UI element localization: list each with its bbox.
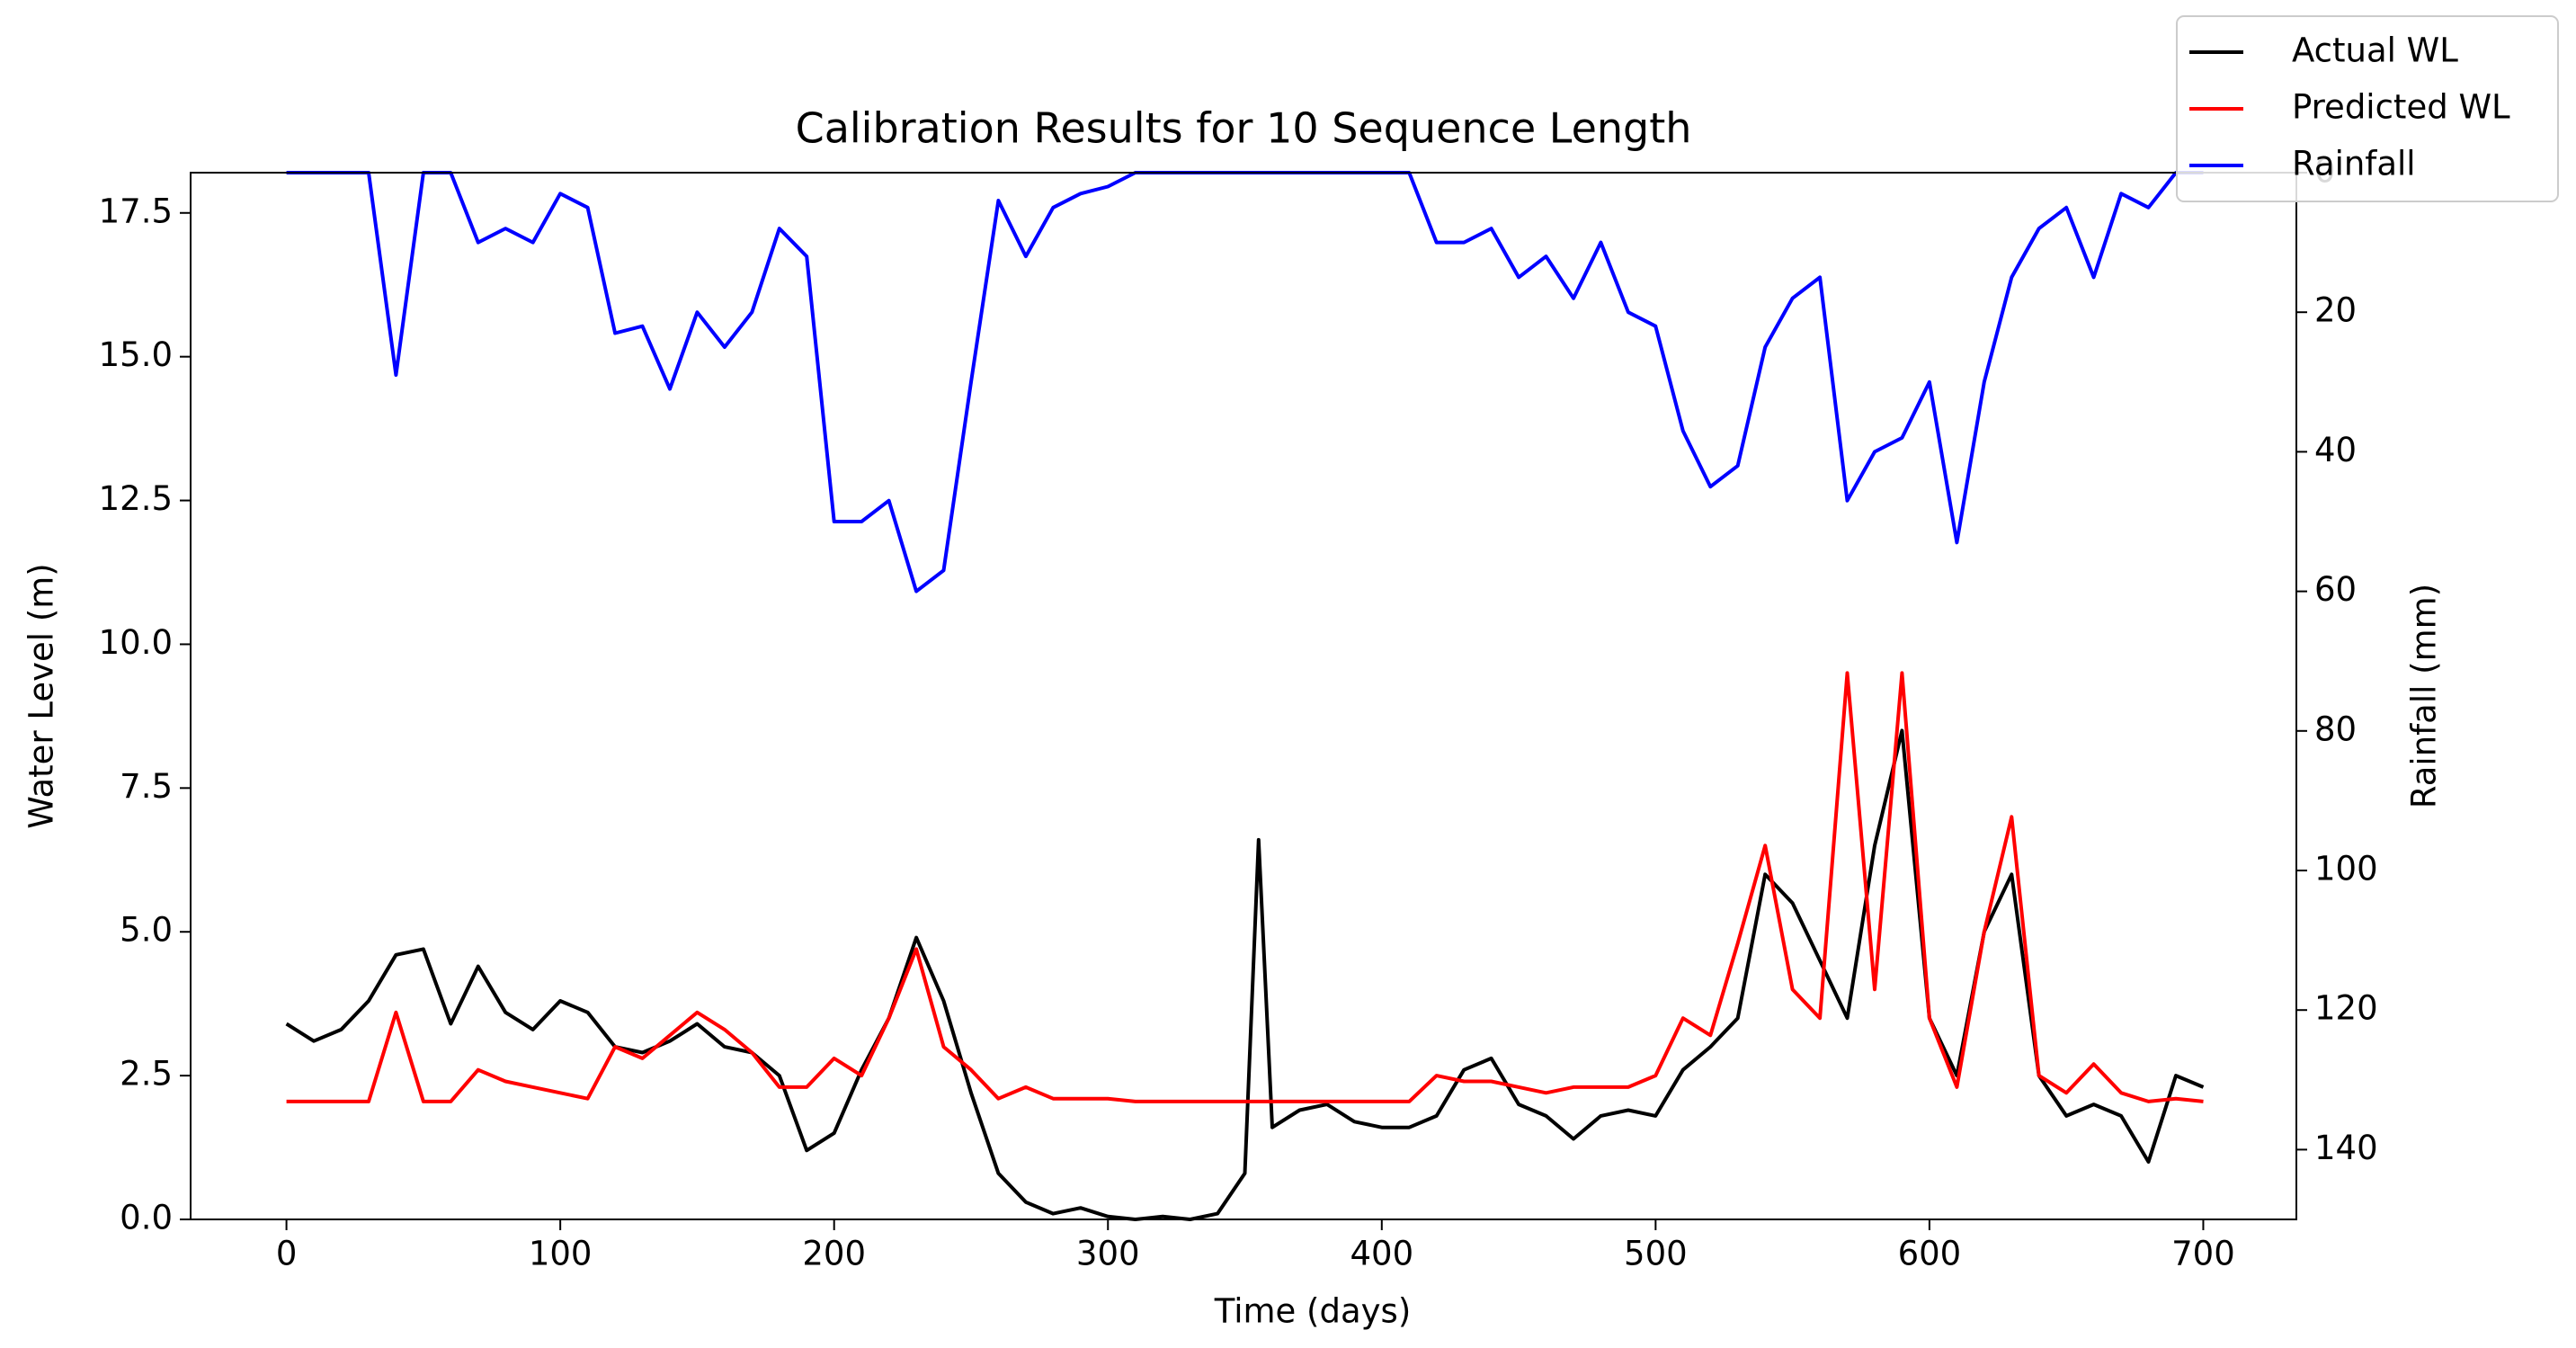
y2-tick-label: 120 — [2314, 989, 2378, 1028]
y-tick-label: 12.5 — [99, 479, 173, 518]
x-tick-label: 300 — [1076, 1235, 1140, 1273]
x-tick-label: 600 — [1898, 1235, 1962, 1273]
data-line — [286, 671, 2204, 1103]
x-tick-label: 100 — [529, 1235, 593, 1273]
y2-tick-label: 140 — [2314, 1129, 2378, 1167]
data-line — [286, 171, 2204, 594]
y2-tick-label: 40 — [2314, 431, 2357, 469]
x-axis-label: Time (days) — [1214, 1292, 1412, 1331]
legend-label: Rainfall — [2292, 145, 2416, 183]
y2-axis-label: Rainfall (mm) — [2405, 584, 2444, 808]
y-tick-label: 7.5 — [120, 767, 173, 806]
y-tick-label: 2.5 — [120, 1055, 173, 1094]
legend-box — [2176, 15, 2559, 202]
x-tick-label: 0 — [276, 1235, 298, 1273]
x-tick-label: 200 — [802, 1235, 866, 1273]
y2-tick-label: 80 — [2314, 710, 2357, 748]
chart-title: Calibration Results for 10 Sequence Leng… — [796, 104, 1692, 153]
plot-frame — [190, 172, 2297, 1220]
y-tick-label: 10.0 — [99, 623, 173, 662]
y-axis-label: Water Level (m) — [22, 563, 61, 828]
legend-label: Actual WL — [2292, 31, 2458, 70]
y2-tick-label: 20 — [2314, 291, 2357, 330]
legend-label: Predicted WL — [2292, 88, 2510, 127]
y2-tick-label: 60 — [2314, 570, 2357, 609]
y-tick-label: 17.5 — [99, 192, 173, 230]
y-tick-label: 0.0 — [120, 1199, 173, 1237]
data-line — [285, 728, 2205, 1221]
y-tick-label: 15.0 — [99, 335, 173, 374]
y2-tick-label: 100 — [2314, 850, 2378, 888]
x-tick-label: 400 — [1350, 1235, 1413, 1273]
y-tick-label: 5.0 — [120, 911, 173, 950]
x-tick-label: 500 — [1624, 1235, 1688, 1273]
x-tick-label: 700 — [2171, 1235, 2235, 1273]
